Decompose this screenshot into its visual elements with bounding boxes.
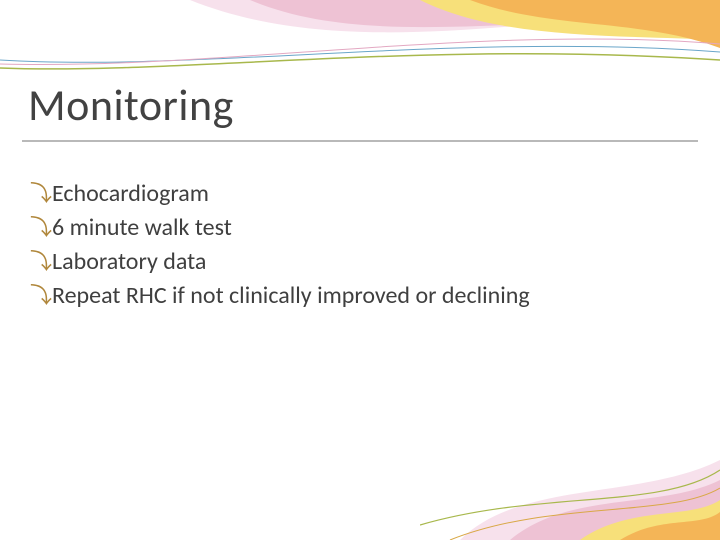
swoosh-bottom-yellow	[580, 500, 720, 540]
title-underline	[22, 140, 698, 142]
list-item: ⤵ Repeat RHC if not clinically improved …	[30, 280, 670, 312]
swoosh-pink-line	[0, 39, 720, 65]
swoosh-bottom-pink-light	[460, 460, 720, 540]
bullet-icon: ⤵	[30, 280, 52, 312]
list-item: ⤵ Echocardiogram	[30, 178, 670, 210]
slide: Monitoring ⤵ Echocardiogram ⤵ 6 minute w…	[0, 0, 720, 540]
body-content: ⤵ Echocardiogram ⤵ 6 minute walk test ⤵ …	[30, 178, 670, 314]
swoosh-pink-light	[190, 0, 720, 32]
list-item: ⤵ 6 minute walk test	[30, 212, 670, 244]
swoosh-bottom-orange	[620, 512, 720, 540]
swoosh-blue-line	[0, 46, 720, 62]
list-item: ⤵ Laboratory data	[30, 246, 670, 278]
bottom-swoosh-group	[420, 400, 720, 540]
list-item-text: Laboratory data	[52, 246, 670, 278]
slide-title: Monitoring	[28, 78, 234, 132]
swoosh-bottom-gold-line	[450, 488, 720, 540]
swoosh-green-line	[0, 54, 720, 69]
bullet-icon: ⤵	[30, 212, 52, 244]
list-item-text: Echocardiogram	[52, 178, 670, 210]
swoosh-bottom-green-line	[420, 470, 720, 525]
swoosh-pink	[250, 0, 720, 30]
bullet-icon: ⤵	[30, 246, 52, 278]
list-item-text: Repeat RHC if not clinically improved or…	[52, 280, 670, 312]
bullet-icon: ⤵	[30, 178, 52, 210]
list-item-text: 6 minute walk test	[52, 212, 670, 244]
swoosh-bottom-pink	[510, 480, 720, 540]
swoosh-orange	[470, 0, 720, 48]
swoosh-yellow	[420, 0, 720, 40]
